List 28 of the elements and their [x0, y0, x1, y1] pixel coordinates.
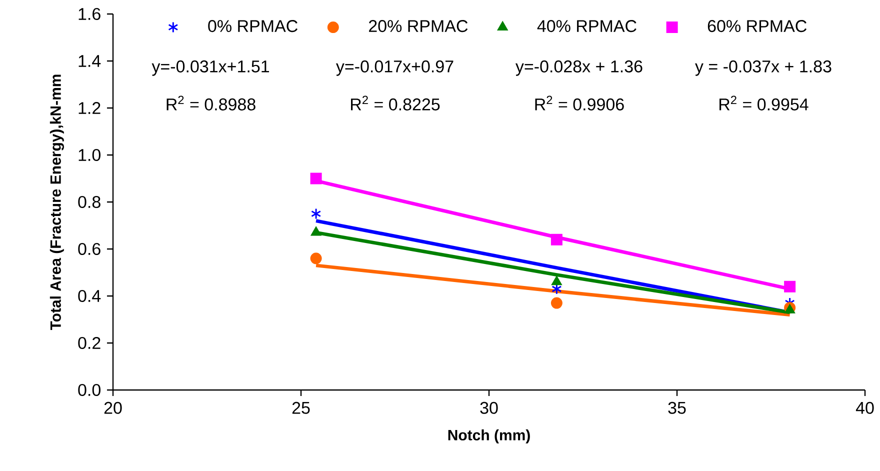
- legend-label: 0% RPMAC: [208, 20, 298, 32]
- x-tick-label: 25: [292, 402, 310, 414]
- y-tick-label: 0.4: [78, 290, 101, 302]
- x-tick-label: 35: [668, 402, 686, 414]
- annotation: y = -0.037x + 1.83: [695, 60, 832, 76]
- y-tick-label: 0.2: [78, 336, 100, 350]
- annotation: y=-0.031x+1.51: [152, 60, 270, 76]
- y-axis-title: Total Area (Fracture Energy),kN-mm: [50, 74, 64, 330]
- x-tick-label: 30: [480, 402, 498, 414]
- legend-label: 20% RPMAC: [369, 20, 468, 32]
- legend-label: 40% RPMAC: [537, 20, 636, 32]
- x-axis-title: Notch (mm): [448, 429, 530, 444]
- annotation: R$^{2}$ = 0.8225: [351, 96, 440, 110]
- annotation: R$^{2}$ = 0.8988: [166, 96, 256, 110]
- legend-label: 60% RPMAC: [708, 20, 807, 32]
- y-tick-label: 0.0: [78, 384, 100, 396]
- x-tick-label: 20: [104, 402, 122, 414]
- y-tick-label: 0.8: [78, 196, 100, 208]
- y-tick-label: 1.6: [78, 8, 100, 20]
- annotation: y=-0.028x + 1.36: [515, 60, 642, 76]
- annotation: R$^{2}$ = 0.9906: [535, 96, 624, 110]
- annotation: R$^{2}$ = 0.9954: [720, 96, 808, 110]
- y-tick-label: 1.2: [78, 102, 100, 114]
- y-tick-label: 1.0: [78, 148, 100, 162]
- y-tick-label: 1.4: [78, 55, 101, 67]
- x-tick-label: 40: [856, 402, 874, 414]
- y-tick-label: 0.6: [78, 242, 100, 256]
- annotation: y=-0.017x+0.97: [336, 60, 454, 76]
